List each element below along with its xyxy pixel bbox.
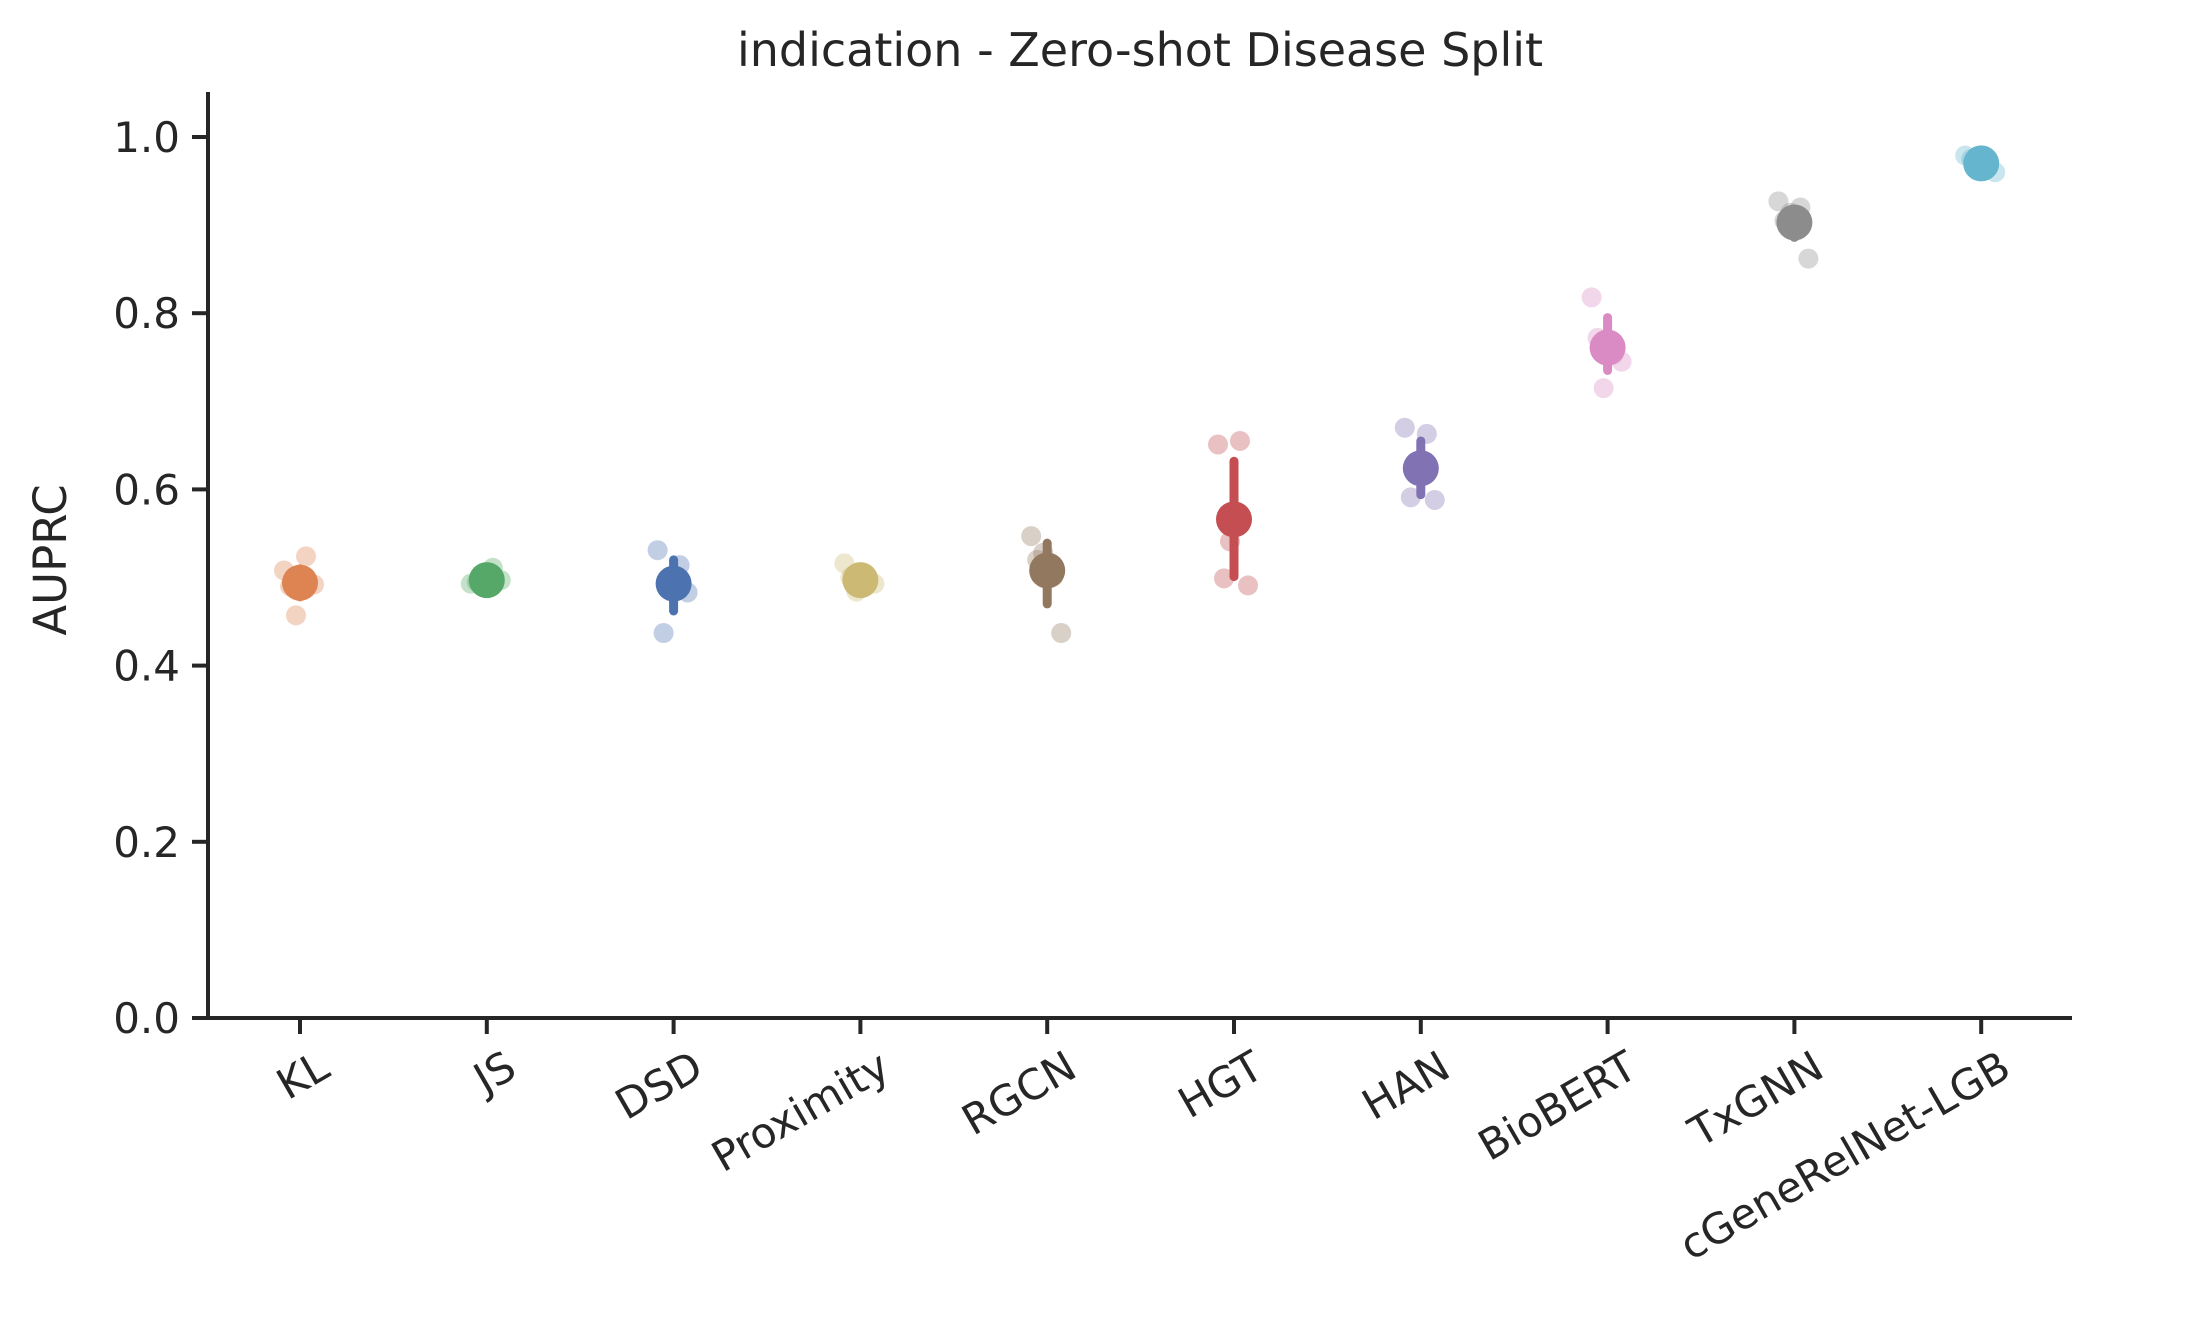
mean-marker (1216, 501, 1252, 538)
data-point (1424, 489, 1445, 510)
y-ticks: 0.0 0.2 0.4 0.6 0.8 1.0 (113, 113, 208, 1043)
mean-marker (1589, 329, 1626, 366)
y-tick-label: 0.6 (113, 465, 180, 514)
series-Proximity (834, 553, 885, 602)
y-axis-label: AUPRC (24, 484, 77, 635)
series-RGCN (1021, 526, 1072, 644)
chart-title: indication - Zero-shot Disease Split (737, 23, 1543, 77)
x-tick-label: HGT (1170, 1041, 1271, 1128)
x-tick-label: HAN (1354, 1041, 1458, 1129)
mean-marker (1402, 450, 1439, 487)
data-point (296, 546, 316, 567)
axes (206, 92, 2072, 1020)
data-point (1208, 434, 1228, 455)
y-tick-label: 0.2 (113, 818, 180, 867)
y-tick-label: 0.0 (113, 994, 180, 1043)
y-tick-label: 0.8 (113, 289, 180, 338)
series-TxGNN (1768, 191, 1819, 269)
data-point (1798, 248, 1819, 269)
series-KL (274, 546, 324, 626)
data-point (286, 605, 306, 626)
x-tick-label: DSD (607, 1041, 711, 1129)
x-tick-label: Proximity (703, 1041, 897, 1181)
data-point (647, 540, 668, 561)
series-cGeneRelNet-LGB (1955, 145, 2006, 183)
data-point (1581, 287, 1602, 308)
data-point (1238, 575, 1258, 596)
x-tick-label: TxGNN (1680, 1041, 1832, 1157)
mean-marker (1776, 204, 1813, 241)
data-point (1593, 378, 1614, 399)
plot-area (274, 145, 2006, 644)
mean-marker (1029, 552, 1066, 589)
mean-marker (468, 562, 505, 599)
mean-marker (842, 562, 879, 599)
x-tick-label: RGCN (954, 1041, 1085, 1145)
x-tick-label: cGeneRelNet-LGB (1671, 1041, 2018, 1270)
mean-marker (655, 565, 692, 602)
y-tick-label: 0.4 (113, 642, 180, 691)
y-tick-label: 1.0 (113, 113, 180, 162)
data-point (1230, 430, 1250, 451)
data-point (1051, 623, 1072, 644)
data-point (1214, 568, 1234, 589)
series-DSD (647, 540, 698, 644)
mean-marker (282, 564, 318, 601)
series-JS (460, 557, 511, 599)
mean-marker (1963, 145, 2000, 182)
data-point (1400, 487, 1421, 508)
x-tick-label: BioBERT (1470, 1041, 1645, 1170)
series-BioBERT (1581, 287, 1632, 399)
x-tick-label: KL (268, 1041, 337, 1109)
series-HAN (1394, 417, 1445, 510)
data-point (1768, 191, 1789, 212)
data-point (1021, 526, 1042, 547)
data-point (653, 623, 674, 644)
series-HGT (1208, 430, 1258, 596)
data-point (1394, 417, 1415, 438)
x-tick-label: JS (463, 1041, 524, 1104)
